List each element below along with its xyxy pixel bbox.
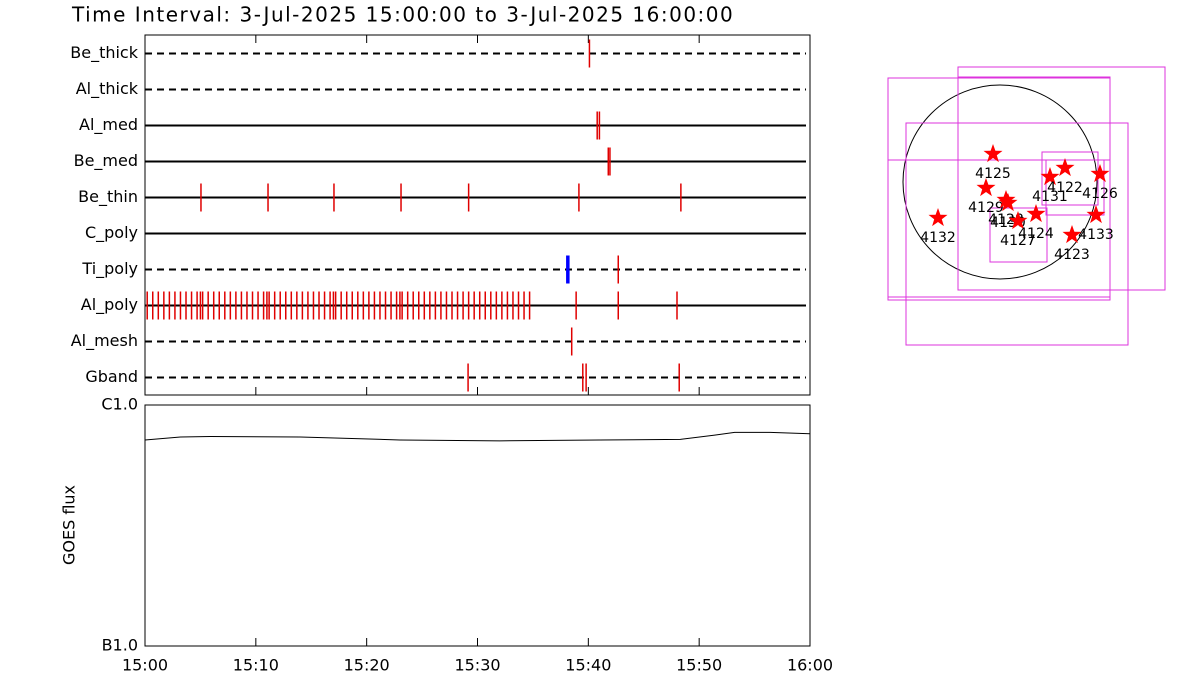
ar-label: 4127: [1000, 233, 1036, 249]
ar-star: [1026, 204, 1046, 223]
ar-star: [976, 178, 996, 197]
chart-title: Time Interval: 3-Jul-2025 15:00:00 to 3-…: [71, 3, 734, 27]
channel-label: Al_poly: [81, 295, 138, 315]
x-tick-label: 15:20: [344, 656, 390, 675]
ar-star: [1008, 211, 1028, 230]
ar-star: [1040, 167, 1060, 186]
y-tick-label: B1.0: [102, 636, 138, 655]
solar-disk: [902, 84, 1098, 280]
ar-label: 4133: [1078, 227, 1114, 243]
y-axis-title: GOES flux: [60, 485, 79, 565]
y-tick-label: C1.0: [101, 395, 138, 414]
x-tick-label: 15:00: [122, 656, 168, 675]
x-tick-label: 15:10: [233, 656, 279, 675]
channel-label: Gband: [85, 367, 138, 386]
channel-label: Be_thick: [70, 43, 138, 63]
fov-box: [887, 159, 1111, 298]
channel-label: Al_med: [79, 115, 138, 135]
fov-box: [1045, 159, 1105, 216]
channel-label: Al_thick: [76, 79, 139, 99]
channel-label: Be_med: [74, 151, 138, 171]
goes-curve: [144, 431, 811, 442]
ar-label: 4122: [1047, 180, 1083, 196]
ar-star: [983, 144, 1003, 163]
ar-label: 4124: [1018, 226, 1054, 242]
x-tick-label: 15:50: [676, 656, 722, 675]
ar-star: [1055, 158, 1075, 177]
x-tick-label: 15:40: [565, 656, 611, 675]
ar-label: 4131: [1032, 189, 1068, 205]
fov-box: [989, 207, 1048, 263]
x-tick-label: 16:00: [787, 656, 833, 675]
ar-label: 4129: [968, 200, 1004, 216]
ar-star: [998, 193, 1018, 212]
channel-label: Al_mesh: [71, 331, 138, 351]
ar-star: [1086, 205, 1106, 224]
fov-box: [905, 122, 1129, 346]
ar-label: 4123: [1054, 247, 1090, 263]
ar-star: [1090, 164, 1110, 183]
ar-label: 4132: [920, 230, 956, 246]
channel-label: Be_thin: [78, 187, 138, 207]
ar-star: [1062, 225, 1082, 244]
channel-label: C_poly: [85, 223, 138, 243]
ar-label: 4126: [1082, 186, 1118, 202]
ar-label: 4125: [975, 166, 1011, 182]
channel-label: Ti_poly: [81, 259, 138, 279]
x-tick-label: 15:30: [454, 656, 500, 675]
ar-star: [928, 208, 948, 227]
